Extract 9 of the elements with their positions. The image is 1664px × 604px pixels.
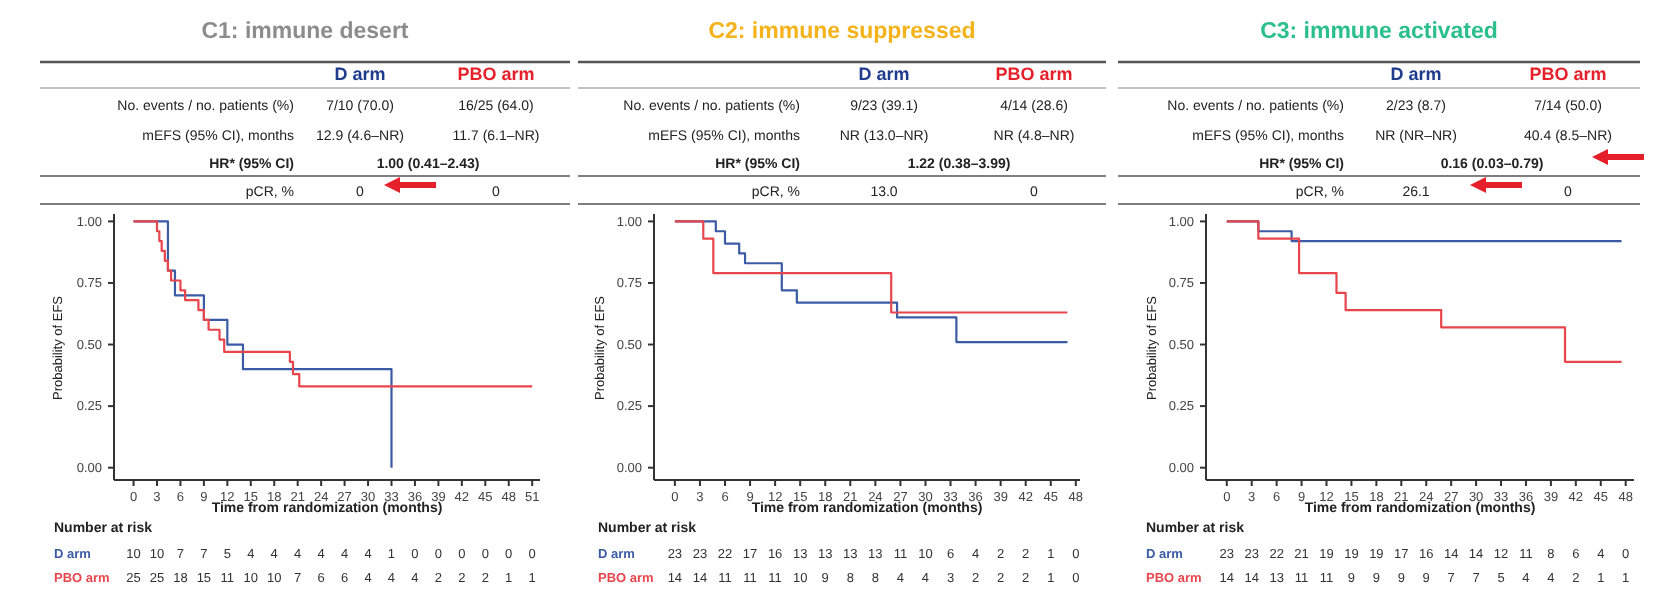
text: PBO arm [995, 64, 1073, 84]
chart-title: C2: immune suppressed [708, 20, 976, 44]
chart-title: C3: immune activated [1260, 20, 1498, 44]
text: PBO arm [457, 64, 535, 84]
text: PBO arm [1529, 64, 1607, 84]
text: D arm [334, 64, 386, 84]
text: D arm [1390, 64, 1442, 84]
chart-title: C1: immune desert [201, 20, 409, 44]
text: D arm [858, 64, 910, 84]
